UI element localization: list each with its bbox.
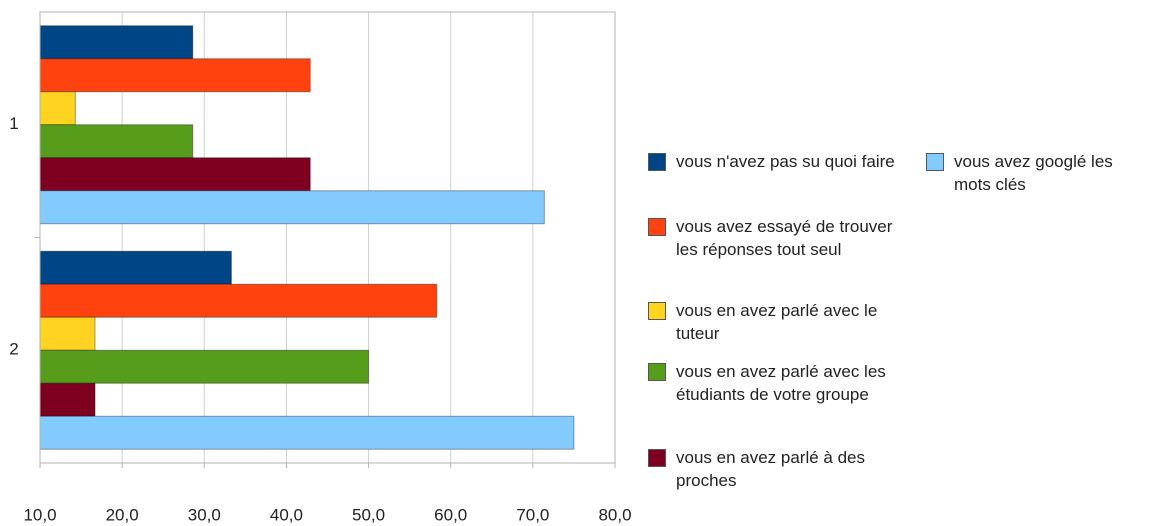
x-tick-label: 20,0 xyxy=(106,505,139,524)
plot-frame xyxy=(39,11,616,464)
y-tick-label: 2 xyxy=(9,340,18,359)
legend-entry: vous en avez parlé avec le tuteur xyxy=(648,299,910,345)
bar xyxy=(39,58,311,93)
legend-label: vous en avez parlé à des proches xyxy=(676,448,866,490)
legend-entry: vous en avez parlé à des proches xyxy=(648,446,910,492)
legend-label: vous avez essayé de trouver les réponses… xyxy=(676,217,893,259)
bar xyxy=(39,190,545,225)
legend-swatch xyxy=(648,218,666,236)
legend-label: vous avez googlé les mots clés xyxy=(954,152,1113,194)
bar xyxy=(39,283,438,318)
legend-swatch xyxy=(648,363,666,381)
x-tick-label: 80,0 xyxy=(598,505,631,524)
bar xyxy=(39,349,370,384)
legend-swatch xyxy=(648,302,666,320)
x-tick-label: 60,0 xyxy=(434,505,467,524)
bar xyxy=(39,157,311,192)
legend-label: vous en avez parlé avec le tuteur xyxy=(676,301,878,343)
legend-label: vous n'avez pas su quoi faire xyxy=(676,152,895,171)
bar xyxy=(39,415,575,450)
x-tick-label: 40,0 xyxy=(270,505,303,524)
x-tick-label: 30,0 xyxy=(188,505,221,524)
x-tick-label: 50,0 xyxy=(352,505,385,524)
legend-entry: vous avez essayé de trouver les réponses… xyxy=(648,215,910,261)
x-tick-label: 10,0 xyxy=(23,505,56,524)
legend-swatch xyxy=(648,449,666,467)
x-tick-label: 70,0 xyxy=(516,505,549,524)
legend-swatch xyxy=(926,153,944,171)
bar xyxy=(39,124,194,159)
legend-label: vous en avez parlé avec les étudiants de… xyxy=(676,362,886,404)
y-tick-label: 1 xyxy=(9,114,18,133)
bar xyxy=(39,250,232,285)
bar xyxy=(39,91,76,126)
legend-entry: vous avez googlé les mots clés xyxy=(926,150,1146,196)
legend-entry: vous en avez parlé avec les étudiants de… xyxy=(648,360,910,406)
legend-entry: vous n'avez pas su quoi faire xyxy=(648,150,910,173)
bar xyxy=(39,382,96,417)
legend-swatch xyxy=(648,153,666,171)
bar xyxy=(39,25,194,60)
bar xyxy=(39,316,96,351)
